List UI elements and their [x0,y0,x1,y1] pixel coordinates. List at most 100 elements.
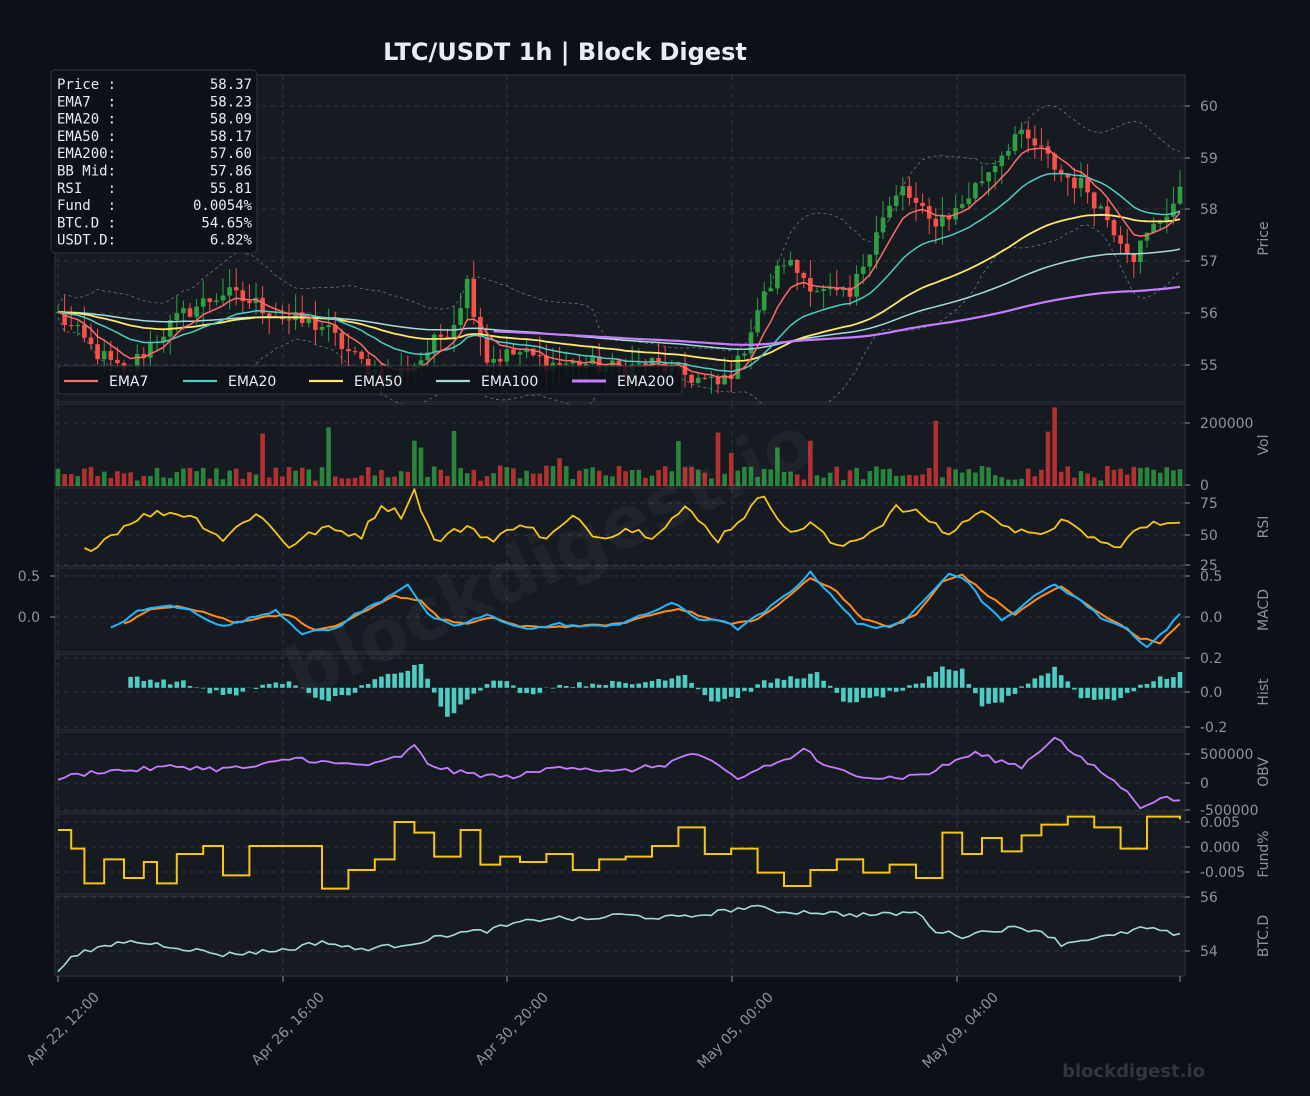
histogram-bar [992,687,998,703]
volume-bar [134,480,140,486]
candle [313,301,318,346]
y-tick-label: -0.005 [1200,865,1245,881]
candle-body [339,332,345,349]
histogram-bar [326,687,331,702]
volume-bar [405,471,411,486]
histogram-bar [471,687,477,694]
histogram-bar [907,685,912,688]
histogram-bar [689,682,694,688]
volume-bar [742,466,747,486]
histogram-bar [979,687,985,707]
histogram-bar [524,687,529,694]
legend-item-ema7: EMA7 [64,374,148,390]
candle [478,307,483,356]
histogram-bar [1012,687,1018,694]
volume-bar [583,468,589,486]
candle-body [1171,203,1176,217]
volume-bar [471,469,477,486]
legend-label: EMA50 [354,374,402,390]
ema20-line [57,172,1181,373]
y-tick-label: 56 [1200,306,1218,322]
histogram-bar [379,676,384,688]
histogram-bar [887,687,892,691]
volume-bar [194,471,199,486]
candle-body [590,356,595,365]
obv-line [57,736,1181,810]
y-tick-label-left: 0.5 [18,569,40,585]
volume-bar [1085,473,1090,486]
candle [887,196,892,221]
histogram-bar [319,687,325,700]
candle [834,269,840,296]
candle-body [174,313,180,321]
ema100-line [57,248,1181,351]
candle [907,176,912,206]
candle [438,324,444,352]
volume-bar [82,468,87,486]
histogram-bar [986,687,991,704]
candle-body [1124,243,1130,253]
info-label: Fund : [57,198,116,214]
candle [352,346,358,355]
candle-body [1052,153,1057,170]
macd-signal-line [123,573,1181,645]
candle-body [887,205,892,218]
candle-body [959,204,965,208]
histogram-bar [1019,686,1024,688]
candle-body [563,363,569,365]
candle-body [313,318,318,330]
candle [682,352,688,388]
candle-body [695,377,701,383]
histogram-bar [240,687,246,692]
candle-body [181,308,186,314]
candle [326,308,331,342]
candle-body [755,310,760,333]
histogram-bar [214,687,219,691]
histogram-bar [940,666,945,688]
y-axis-label-fund: Fund% [1256,830,1272,877]
histogram-bar [610,680,615,688]
histogram-bar [1032,678,1038,688]
volume-bar [887,468,892,486]
candle [689,373,694,389]
volume-bar [920,474,925,486]
y-axis-label-obv: OBV [1256,757,1272,787]
volume-bar [709,478,714,486]
histogram-bar [418,664,424,688]
candle [1085,163,1090,204]
histogram-bar [1065,681,1071,688]
histogram-bar [1131,687,1137,692]
volume-bar [214,468,219,486]
candle-body [920,202,925,206]
candle-body [841,287,846,291]
histogram-bar [484,684,490,688]
candle-body [431,334,437,353]
volume-bar [821,477,826,486]
y-tick-label-left: 0.0 [18,610,40,626]
histogram-bar [1006,687,1011,696]
volume-bar [973,472,978,486]
histogram-bar [134,676,140,688]
candle-body [359,351,364,359]
volume-bar [603,475,609,486]
volume-bar [940,477,945,486]
histogram-bar [1098,687,1104,700]
candle-body [332,325,338,333]
volume-bar [128,472,133,486]
ema200-line [493,285,1181,346]
info-label: BB Mid: [57,164,116,180]
candle-body [286,319,292,321]
volume-bar [1052,407,1057,486]
info-label: Price : [57,77,116,93]
volume-bar [1025,468,1031,486]
candle [95,328,100,365]
candle-body [451,324,457,337]
volume-bar [451,430,457,486]
candle-body [478,316,483,338]
histogram-bar [623,683,628,688]
y-tick-label: 25 [1200,558,1218,574]
volume-bar [240,478,246,486]
candle-body [418,360,424,366]
y-tick-label: 200000 [1200,416,1253,432]
